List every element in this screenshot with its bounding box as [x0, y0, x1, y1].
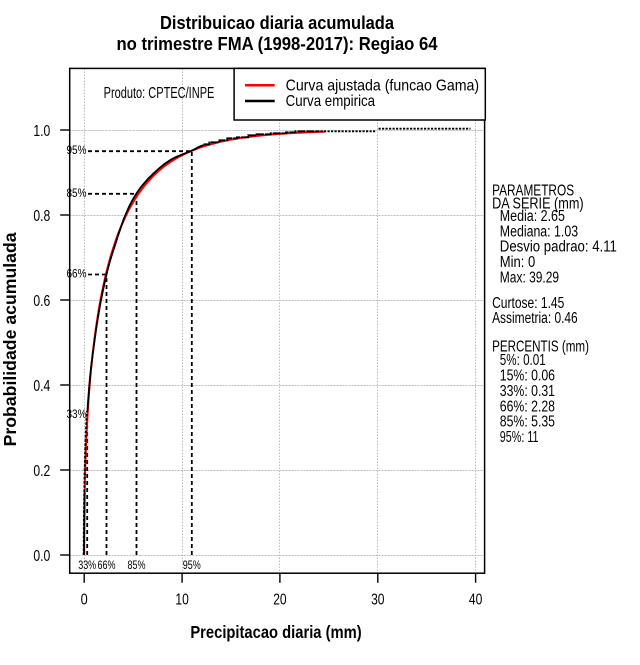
svg-text:Curtose: 1.45: Curtose: 1.45	[492, 295, 564, 312]
svg-text:66%: 2.28: 66%: 2.28	[500, 398, 555, 415]
svg-text:0: 0	[81, 591, 88, 608]
svg-text:Probabilidade acumulada: Probabilidade acumulada	[0, 232, 20, 446]
svg-text:1.0: 1.0	[33, 123, 50, 140]
svg-text:85%: 85%	[67, 188, 87, 200]
svg-text:PARAMETROS: PARAMETROS	[492, 183, 574, 200]
svg-text:Curva ajustada (funcao Gama): Curva ajustada (funcao Gama)	[286, 77, 480, 94]
svg-text:Min: 0: Min: 0	[500, 254, 536, 271]
svg-text:10: 10	[175, 591, 188, 608]
svg-text:15%: 0.06: 15%: 0.06	[500, 367, 555, 384]
svg-text:66%: 66%	[98, 560, 116, 572]
svg-text:PERCENTIS (mm): PERCENTIS (mm)	[492, 338, 589, 355]
svg-text:DA SERIE (mm): DA SERIE (mm)	[492, 196, 583, 213]
svg-text:0.4: 0.4	[33, 378, 50, 395]
svg-text:0.2: 0.2	[33, 463, 50, 480]
svg-text:no trimestre FMA (1998-2017):: no trimestre FMA (1998-2017): Regiao 64	[117, 34, 438, 54]
svg-text:Produto: CPTEC/INPE: Produto: CPTEC/INPE	[104, 85, 215, 102]
svg-text:33%: 33%	[67, 409, 87, 421]
svg-text:95%: 95%	[183, 560, 201, 572]
svg-text:30: 30	[371, 591, 384, 608]
svg-text:Desvio padrao: 4.11: Desvio padrao: 4.11	[500, 239, 617, 256]
svg-text:0.6: 0.6	[33, 293, 50, 310]
svg-text:5%: 0.01: 5%: 0.01	[500, 352, 546, 369]
svg-text:66%: 66%	[67, 269, 87, 281]
svg-text:33%: 33%	[78, 560, 96, 572]
svg-text:Curva empirica: Curva empirica	[286, 93, 376, 110]
svg-text:0.8: 0.8	[33, 208, 50, 225]
svg-text:Mediana: 1.03: Mediana: 1.03	[500, 223, 578, 240]
svg-text:20: 20	[273, 591, 286, 608]
svg-text:Max: 39.29: Max: 39.29	[500, 270, 559, 287]
svg-text:95%: 11: 95%: 11	[500, 429, 539, 446]
svg-text:40: 40	[469, 591, 482, 608]
svg-text:Precipitacao diaria (mm): Precipitacao diaria (mm)	[190, 622, 361, 642]
svg-text:Media: 2.65: Media: 2.65	[500, 208, 565, 225]
svg-text:0.0: 0.0	[33, 548, 50, 565]
svg-text:85%: 85%	[128, 560, 146, 572]
svg-text:95%: 95%	[67, 145, 87, 157]
svg-text:Assimetria: 0.46: Assimetria: 0.46	[492, 310, 578, 327]
svg-text:85%: 5.35: 85%: 5.35	[500, 414, 555, 431]
svg-text:33%: 0.31: 33%: 0.31	[500, 383, 555, 400]
svg-text:Distribuicao diaria acumulada: Distribuicao diaria acumulada	[160, 13, 395, 33]
